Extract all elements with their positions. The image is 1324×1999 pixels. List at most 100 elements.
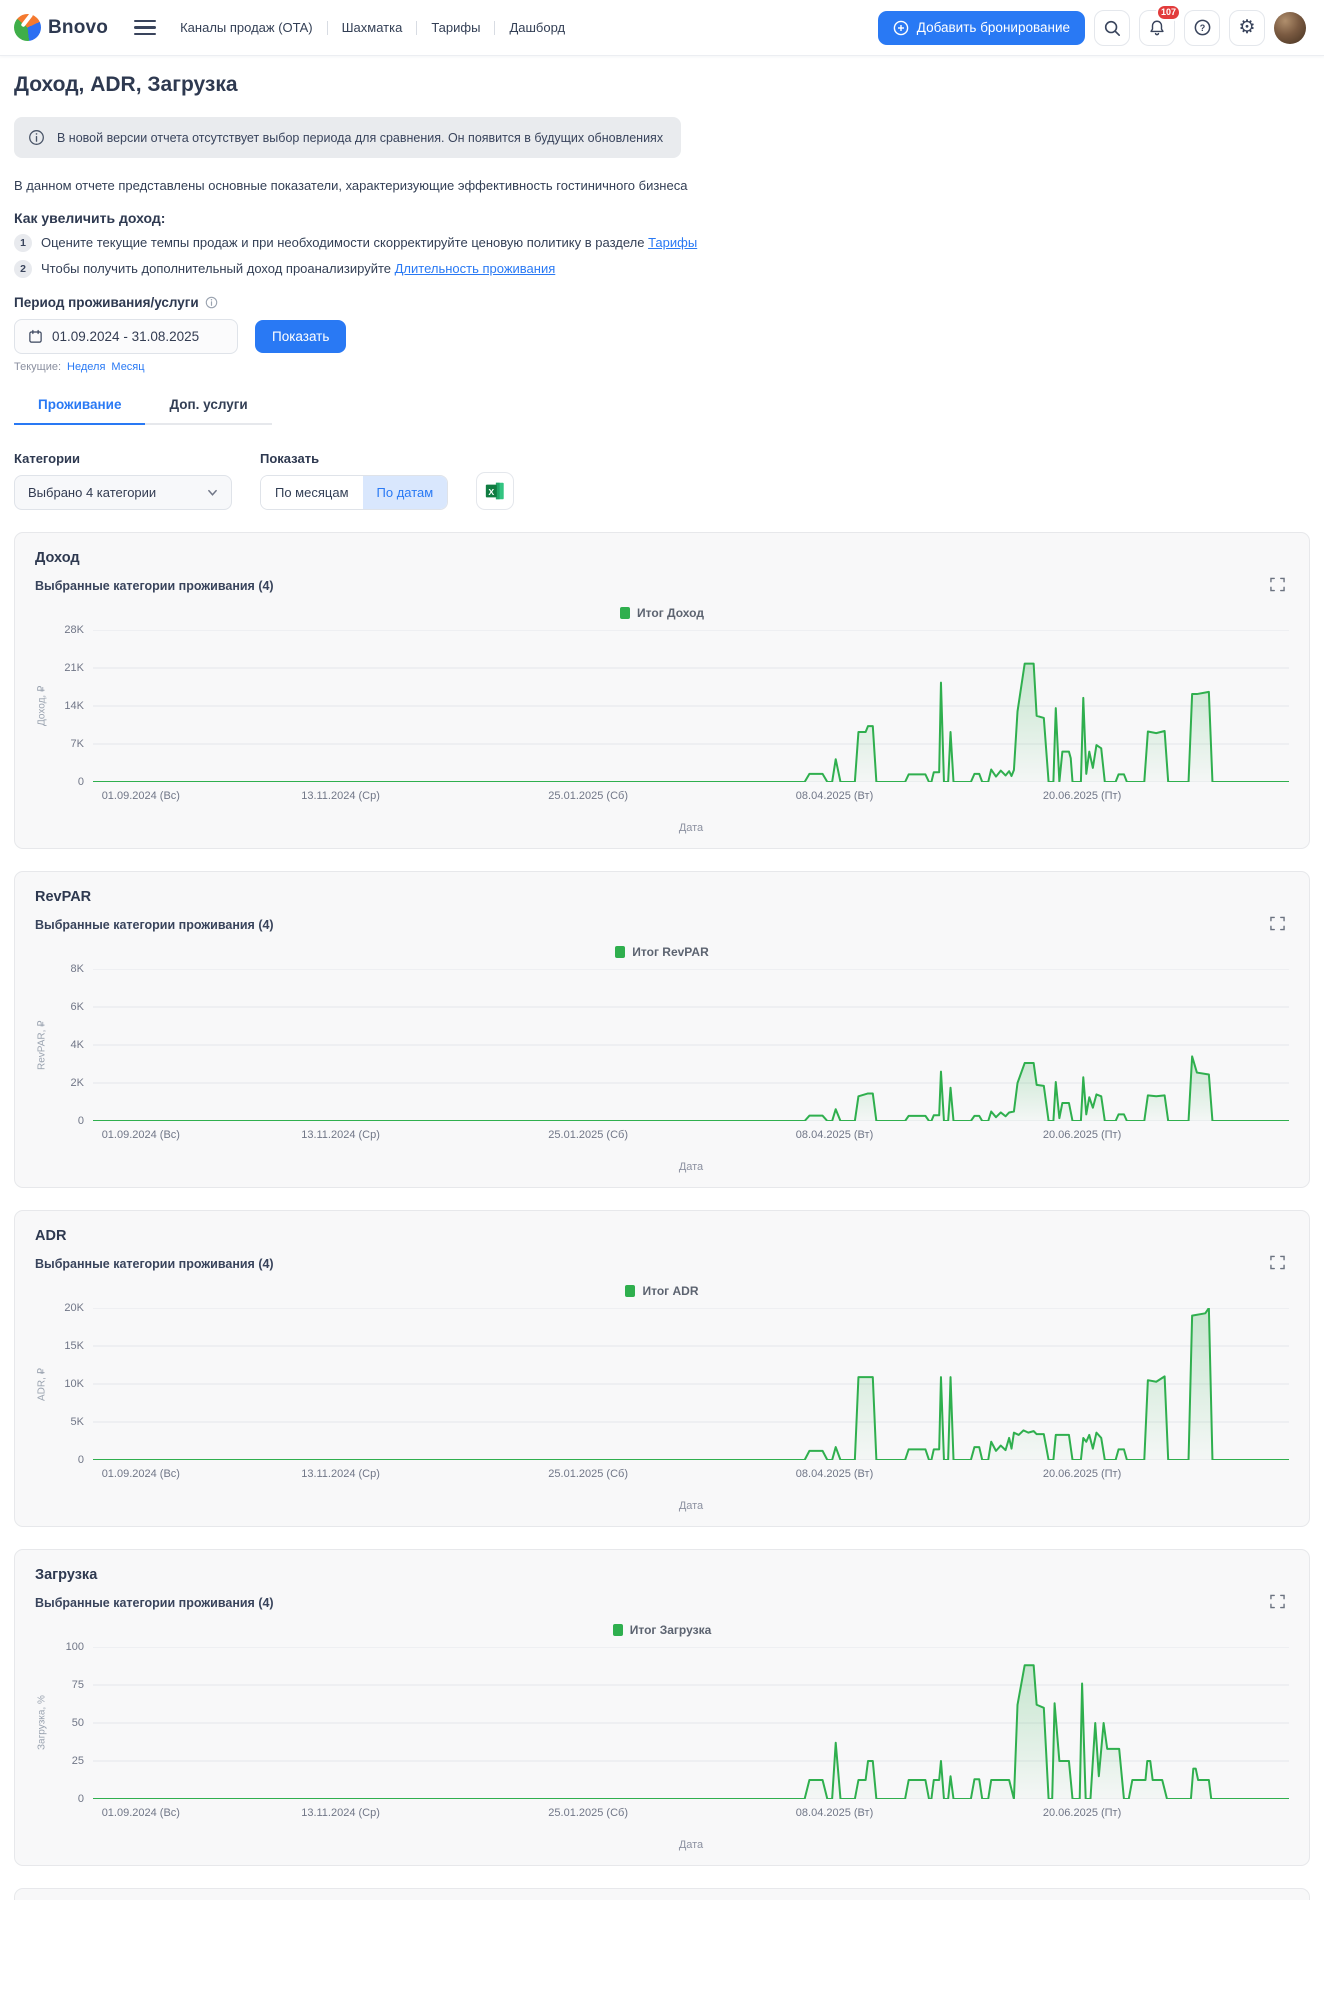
current-period-row: Текущие: Неделя Месяц bbox=[14, 361, 1310, 373]
notifications-button[interactable]: 107 bbox=[1139, 3, 1181, 46]
x-tick-label: 20.06.2025 (Пт) bbox=[1042, 790, 1122, 802]
search-icon bbox=[1104, 20, 1121, 36]
fullscreen-button[interactable] bbox=[1268, 914, 1287, 936]
chart-area: ADR, ₽ 20K 15K 10K 5K 0 bbox=[35, 1302, 1289, 1466]
report-content: Доход, ADR, Загрузка В новой версии отче… bbox=[0, 73, 1324, 1900]
chart-card-occupancy: Загрузка Выбранные категории проживания … bbox=[14, 1549, 1310, 1866]
next-card-edge bbox=[14, 1888, 1310, 1900]
show-button[interactable]: Показать bbox=[255, 320, 347, 353]
chart-area: RevPAR, ₽ 8K 6K 4K 2K 0 bbox=[35, 963, 1289, 1127]
x-tick-label: 20.06.2025 (Пт) bbox=[1042, 1129, 1122, 1141]
chart-card-adr: ADR Выбранные категории проживания (4) И… bbox=[14, 1210, 1310, 1527]
line-chart-svg bbox=[93, 1308, 1289, 1460]
export-excel-button[interactable]: X bbox=[476, 472, 515, 510]
x-tick-label: 13.11.2024 (Ср) bbox=[301, 1468, 380, 1480]
nav-item-dashboard[interactable]: Дашборд bbox=[509, 20, 566, 35]
svg-text:X: X bbox=[489, 487, 495, 497]
y-tick-label: 0 bbox=[77, 776, 84, 788]
display-mode-label: Показать bbox=[260, 451, 320, 466]
nav-item-sales-channels[interactable]: Каналы продаж (OTA) bbox=[180, 20, 313, 35]
y-tick-label: 2K bbox=[70, 1077, 84, 1089]
fullscreen-button[interactable] bbox=[1268, 1253, 1287, 1275]
page-title: Доход, ADR, Загрузка bbox=[14, 73, 238, 96]
expand-icon bbox=[1270, 1594, 1285, 1609]
date-range-input[interactable]: 01.09.2024 - 31.08.2025 bbox=[14, 319, 238, 354]
x-tick-label: 25.01.2025 (Сб) bbox=[548, 1468, 628, 1480]
filters-row: Категории Выбрано 4 категории Показать П… bbox=[14, 451, 1310, 510]
x-axis-title: Дата bbox=[678, 1839, 704, 1851]
nav-item-tariffs[interactable]: Тарифы bbox=[431, 20, 481, 35]
y-tick-label: 0 bbox=[77, 1793, 84, 1805]
display-mode-filter: Показать По месяцам По датам bbox=[260, 451, 449, 510]
notification-badge: 107 bbox=[1155, 3, 1181, 21]
y-ticks: 20K 15K 10K 5K 0 bbox=[49, 1302, 93, 1466]
x-ticks: 01.09.2024 (Вс) 13.11.2024 (Ср) 25.01.2025… bbox=[93, 1129, 1289, 1144]
fullscreen-button[interactable] bbox=[1268, 1592, 1287, 1614]
menu-icon[interactable] bbox=[134, 16, 157, 39]
legend-swatch bbox=[620, 607, 631, 619]
y-ticks: 100 75 50 25 0 bbox=[49, 1641, 93, 1805]
current-month-link[interactable]: Месяц bbox=[111, 361, 145, 373]
chart-title: Загрузка bbox=[35, 1567, 98, 1583]
x-tick-label: 25.01.2025 (Сб) bbox=[548, 1129, 628, 1141]
search-button[interactable] bbox=[1094, 9, 1130, 46]
x-ticks: 01.09.2024 (Вс) 13.11.2024 (Ср) 25.01.2025… bbox=[93, 790, 1289, 805]
by-dates-option[interactable]: По датам bbox=[362, 476, 448, 509]
question-icon: ? bbox=[1194, 19, 1210, 36]
x-tick-label: 20.06.2025 (Пт) bbox=[1042, 1468, 1122, 1480]
add-booking-button[interactable]: Добавить бронирование bbox=[877, 10, 1085, 45]
categories-value: Выбрано 4 категории bbox=[28, 485, 157, 500]
x-tick-label: 13.11.2024 (Ср) bbox=[301, 790, 380, 802]
bnovo-logo[interactable]: Bnovo bbox=[14, 14, 108, 41]
bell-icon bbox=[1150, 20, 1164, 35]
gear-icon: ⚙ bbox=[1238, 17, 1256, 38]
legend-swatch bbox=[625, 1285, 636, 1297]
categories-select[interactable]: Выбрано 4 категории bbox=[14, 475, 232, 510]
report-tabs: Проживание Доп. услуги bbox=[14, 397, 272, 425]
x-tick-label: 01.09.2024 (Вс) bbox=[101, 1468, 180, 1480]
x-axis-title: Дата bbox=[678, 822, 704, 834]
y-tick-label: 50 bbox=[71, 1717, 84, 1729]
nav-divider bbox=[494, 20, 496, 35]
fullscreen-button[interactable] bbox=[1268, 575, 1287, 597]
chart-plot bbox=[93, 1647, 1289, 1799]
y-ticks: 28K 21K 14K 7K 0 bbox=[49, 624, 93, 788]
info-banner-text: В новой версии отчета отсутствует выбор … bbox=[57, 130, 664, 145]
y-tick-label: 15K bbox=[64, 1340, 84, 1352]
x-tick-label: 20.06.2025 (Пт) bbox=[1042, 1807, 1122, 1819]
tab-accommodation[interactable]: Проживание bbox=[14, 397, 146, 425]
report-description: В данном отчете представлены основные по… bbox=[14, 178, 688, 193]
y-tick-label: 5K bbox=[70, 1416, 84, 1428]
by-months-option[interactable]: По месяцам bbox=[261, 476, 363, 509]
bnovo-logo-icon bbox=[14, 14, 41, 41]
chart-legend: Итог Загрузка bbox=[35, 1623, 1289, 1637]
help-button[interactable]: ? bbox=[1184, 9, 1220, 46]
chart-plot bbox=[93, 969, 1289, 1121]
nav-divider bbox=[326, 20, 328, 35]
current-week-link[interactable]: Неделя bbox=[67, 361, 106, 373]
categories-filter: Категории Выбрано 4 категории bbox=[14, 451, 232, 510]
chart-subtitle: Выбранные категории проживания (4) bbox=[35, 1596, 274, 1610]
display-mode-toggle: По месяцам По датам bbox=[260, 475, 449, 510]
x-tick-label: 25.01.2025 (Сб) bbox=[548, 790, 628, 802]
svg-text:?: ? bbox=[1199, 23, 1205, 33]
length-of-stay-link[interactable]: Длительность проживания bbox=[394, 261, 556, 276]
nav-item-chessboard[interactable]: Шахматка bbox=[341, 20, 403, 35]
y-axis-title: RevPAR, ₽ bbox=[36, 1020, 48, 1070]
user-avatar[interactable] bbox=[1274, 11, 1306, 44]
y-tick-label: 4K bbox=[70, 1039, 84, 1051]
step-item: 2 Чтобы получить дополнительный доход пр… bbox=[14, 260, 1310, 278]
step-item: 1 Оцените текущие темпы продаж и при нео… bbox=[14, 234, 1310, 252]
info-icon[interactable] bbox=[205, 296, 218, 309]
line-chart-svg bbox=[93, 969, 1289, 1121]
plus-circle-icon bbox=[893, 20, 909, 35]
tab-extra-services[interactable]: Доп. услуги bbox=[145, 397, 272, 425]
period-controls: 01.09.2024 - 31.08.2025 Показать bbox=[14, 319, 1310, 354]
y-tick-label: 8K bbox=[70, 963, 84, 975]
settings-button[interactable]: ⚙ bbox=[1229, 9, 1265, 46]
y-tick-label: 6K bbox=[70, 1001, 84, 1013]
tariffs-link[interactable]: Тарифы bbox=[648, 235, 698, 250]
y-tick-label: 25 bbox=[71, 1755, 84, 1767]
chart-title: RevPAR bbox=[35, 889, 92, 905]
date-range-value: 01.09.2024 - 31.08.2025 bbox=[52, 329, 200, 344]
